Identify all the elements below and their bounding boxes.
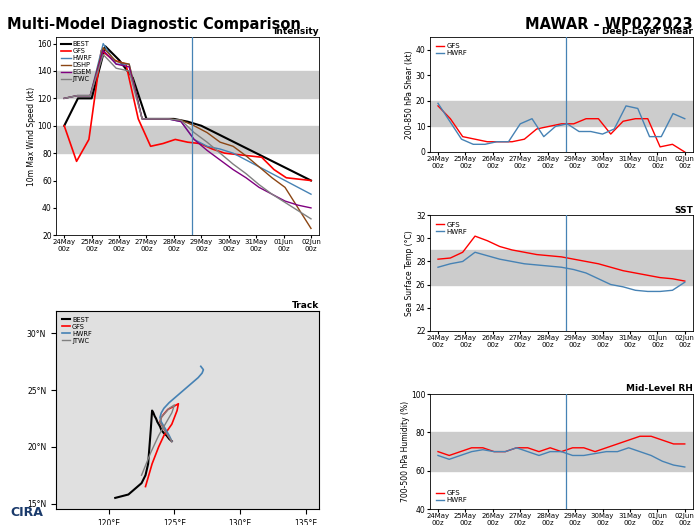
Text: Multi-Model Diagnostic Comparison: Multi-Model Diagnostic Comparison xyxy=(7,17,301,32)
Bar xyxy=(430,101,693,127)
Y-axis label: 10m Max Wind Speed (kt): 10m Max Wind Speed (kt) xyxy=(27,87,36,185)
Bar xyxy=(430,250,693,285)
Legend: GFS, HWRF: GFS, HWRF xyxy=(433,219,470,237)
Bar xyxy=(56,71,319,98)
Bar xyxy=(56,126,319,153)
Text: MAWAR - WP022023: MAWAR - WP022023 xyxy=(526,17,693,32)
Text: Track: Track xyxy=(292,301,319,310)
Y-axis label: 700-500 hPa Humidity (%): 700-500 hPa Humidity (%) xyxy=(400,401,410,502)
Text: SST: SST xyxy=(674,206,693,215)
Y-axis label: Sea Surface Temp (°C): Sea Surface Temp (°C) xyxy=(405,230,414,316)
Y-axis label: 200-850 hPa Shear (kt): 200-850 hPa Shear (kt) xyxy=(405,50,414,139)
Text: CIRA: CIRA xyxy=(10,506,43,519)
Legend: BEST, GFS, HWRF, DSHP, EGEM, JTWC: BEST, GFS, HWRF, DSHP, EGEM, JTWC xyxy=(60,40,94,84)
Legend: GFS, HWRF: GFS, HWRF xyxy=(433,40,470,59)
Text: Intensity: Intensity xyxy=(274,27,319,36)
Text: Deep-Layer Shear: Deep-Layer Shear xyxy=(602,27,693,36)
Bar xyxy=(430,433,693,471)
Text: Mid-Level RH: Mid-Level RH xyxy=(626,384,693,393)
Legend: GFS, HWRF: GFS, HWRF xyxy=(433,487,470,506)
Legend: BEST, GFS, HWRF, JTWC: BEST, GFS, HWRF, JTWC xyxy=(60,314,94,346)
